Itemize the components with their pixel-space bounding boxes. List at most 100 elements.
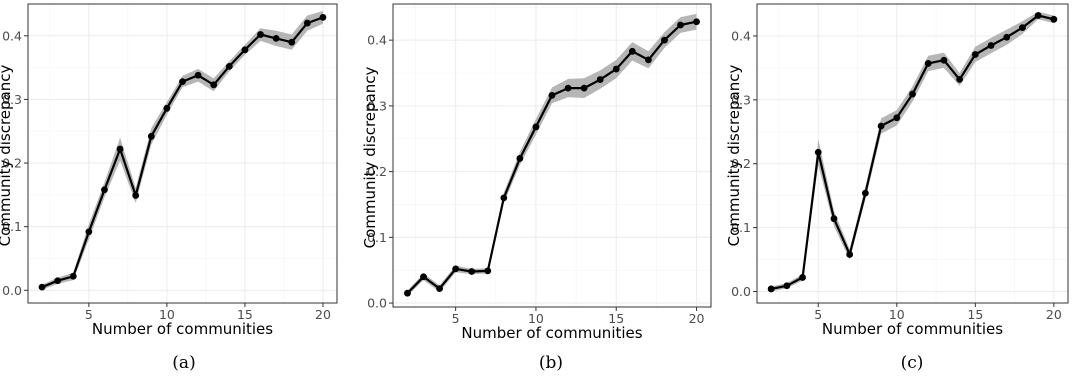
y-tick-label: 0.0 xyxy=(2,283,22,298)
data-point xyxy=(194,71,202,79)
data-point xyxy=(783,282,791,290)
y-tick-label: 0.1 xyxy=(731,220,751,235)
confidence-band xyxy=(771,11,1054,292)
data-point xyxy=(924,60,932,67)
data-point xyxy=(846,251,854,258)
data-point xyxy=(693,18,700,26)
data-point xyxy=(404,289,411,297)
data-point xyxy=(69,272,77,280)
data-point xyxy=(548,91,556,99)
data-point xyxy=(767,285,775,293)
series-line xyxy=(406,20,697,294)
data-point xyxy=(241,46,249,54)
x-tick-label: 5 xyxy=(452,311,460,326)
data-point xyxy=(830,215,838,223)
chart-panel-c: 5 10 15 20 0.0 0.1 0.2 0.3 0.4 Number of communit… xyxy=(725,3,1069,373)
x-tick-label: 10 xyxy=(159,307,175,322)
data-point xyxy=(179,78,186,86)
chart-panel-a: 5 10 15 20 0.0 0.1 0.2 0.3 0.4 Number of communit… xyxy=(0,3,338,373)
data-point xyxy=(101,186,108,194)
data-point xyxy=(54,277,62,285)
data-point xyxy=(532,123,540,131)
x-axis-title: Number of communities xyxy=(461,324,642,342)
x-tick-label: 5 xyxy=(814,307,822,322)
plot-frame xyxy=(756,3,1069,304)
x-tick-label: 10 xyxy=(528,311,544,326)
panel-caption: (a) xyxy=(172,353,195,373)
data-point xyxy=(861,189,869,197)
x-tick-label: 15 xyxy=(237,307,253,322)
data-point xyxy=(210,81,218,89)
data-point xyxy=(272,34,280,42)
series-line xyxy=(41,16,324,289)
y-tick-label: 0.3 xyxy=(367,98,387,113)
data-point xyxy=(612,65,620,73)
panel-caption: (b) xyxy=(539,353,563,373)
data-point xyxy=(940,56,948,64)
data-point xyxy=(814,148,822,156)
data-point xyxy=(580,84,588,92)
x-tick-label: 20 xyxy=(689,311,705,326)
y-axis-title: Community discrepancy xyxy=(0,65,14,247)
y-tick-label: 0.4 xyxy=(2,28,22,43)
confidence-band xyxy=(407,13,697,296)
data-point xyxy=(116,145,124,153)
data-point xyxy=(484,267,492,275)
y-axis-title: Community discrepancy xyxy=(725,65,743,247)
data-point xyxy=(420,273,427,281)
y-axis-title: Community discrepancy xyxy=(361,67,379,249)
y-tick-label: 0.3 xyxy=(731,92,751,107)
data-point xyxy=(877,122,885,130)
y-tick-label: 0.1 xyxy=(2,219,22,234)
data-point xyxy=(1050,15,1058,23)
data-point xyxy=(1003,33,1011,41)
y-tick-label: 0.4 xyxy=(367,33,387,48)
data-point xyxy=(893,114,901,122)
y-tick-label: 0.0 xyxy=(731,284,751,299)
y-tick-label: 0.3 xyxy=(2,92,22,107)
data-point xyxy=(971,51,979,58)
data-point xyxy=(288,38,296,46)
x-tick-label: 15 xyxy=(608,311,624,326)
data-point xyxy=(1034,12,1042,19)
data-point xyxy=(987,42,995,49)
data-point xyxy=(85,228,93,236)
plot-frame xyxy=(27,3,338,304)
y-tick-label: 0.4 xyxy=(731,28,751,43)
y-tick-label: 0.0 xyxy=(367,296,387,311)
plot-frame xyxy=(392,3,712,308)
data-point xyxy=(38,283,46,291)
y-tick-label: 0.2 xyxy=(731,156,751,171)
data-point xyxy=(225,62,233,70)
data-point xyxy=(644,56,652,64)
data-point xyxy=(257,31,264,38)
data-point xyxy=(661,36,668,44)
data-point xyxy=(596,76,604,83)
data-point xyxy=(799,274,806,281)
data-point xyxy=(468,268,476,275)
data-point xyxy=(1019,24,1026,32)
data-point xyxy=(628,47,636,55)
y-tick-label: 0.2 xyxy=(2,156,22,171)
x-tick-label: 20 xyxy=(315,307,331,322)
data-point xyxy=(516,155,524,162)
data-point xyxy=(909,90,916,98)
data-point xyxy=(132,192,140,199)
x-tick-label: 20 xyxy=(1046,307,1062,322)
x-axis-title: Number of communities xyxy=(822,320,1003,338)
series-line xyxy=(770,14,1055,290)
chart-panel-b: 5 10 15 20 0.0 0.1 0.2 0.3 0.4 Number of communit… xyxy=(361,3,712,373)
panel-caption: (c) xyxy=(901,353,924,373)
x-tick-label: 5 xyxy=(85,307,93,322)
data-point xyxy=(147,132,155,140)
data-point xyxy=(677,21,684,29)
data-point xyxy=(956,75,964,83)
data-point xyxy=(436,285,443,292)
data-point xyxy=(452,265,460,273)
data-point xyxy=(564,84,572,92)
data-point xyxy=(319,13,327,21)
x-axis-title: Number of communities xyxy=(92,320,273,338)
data-point xyxy=(500,194,508,202)
data-point xyxy=(163,104,171,112)
